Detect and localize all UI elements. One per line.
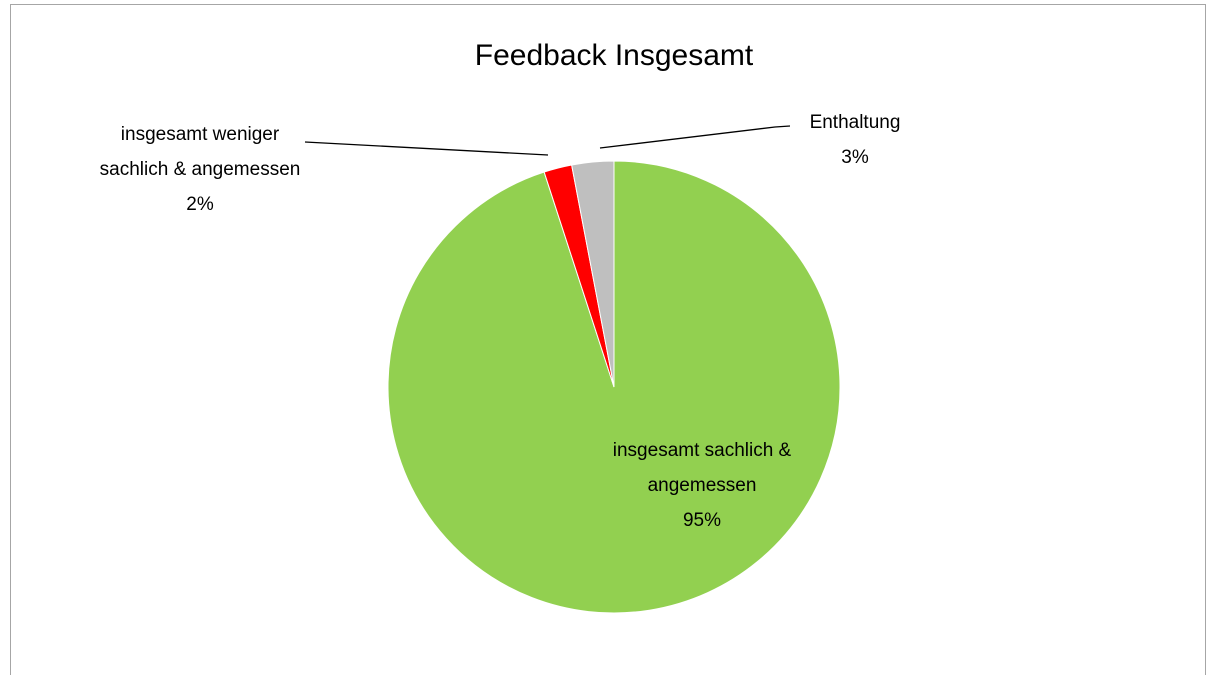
value-label: 3%: [841, 147, 869, 168]
value-label: 95%: [682, 510, 722, 531]
data-label: Enthaltung 3%: [775, 105, 935, 175]
category-label: Enthaltung: [809, 112, 901, 133]
category-label: insgesamt weniger sachlich & angemessen: [99, 124, 301, 180]
pie-slice: [571, 160, 615, 388]
data-label: insgesamt sachlich & angemessen 95%: [602, 433, 802, 538]
data-label: insgesamt weniger sachlich & angemessen 2…: [90, 117, 310, 222]
leader-line: [599, 125, 791, 149]
category-label: insgesamt sachlich & angemessen: [612, 440, 792, 496]
chart-title: Feedback Insgesamt: [475, 39, 754, 72]
leader-line: [304, 141, 549, 156]
value-label: 2%: [186, 194, 214, 215]
